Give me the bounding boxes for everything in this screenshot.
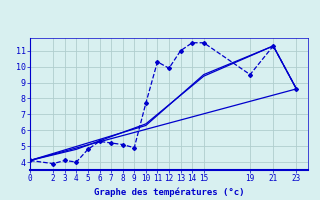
X-axis label: Graphe des températures (°c): Graphe des températures (°c) — [94, 187, 244, 197]
